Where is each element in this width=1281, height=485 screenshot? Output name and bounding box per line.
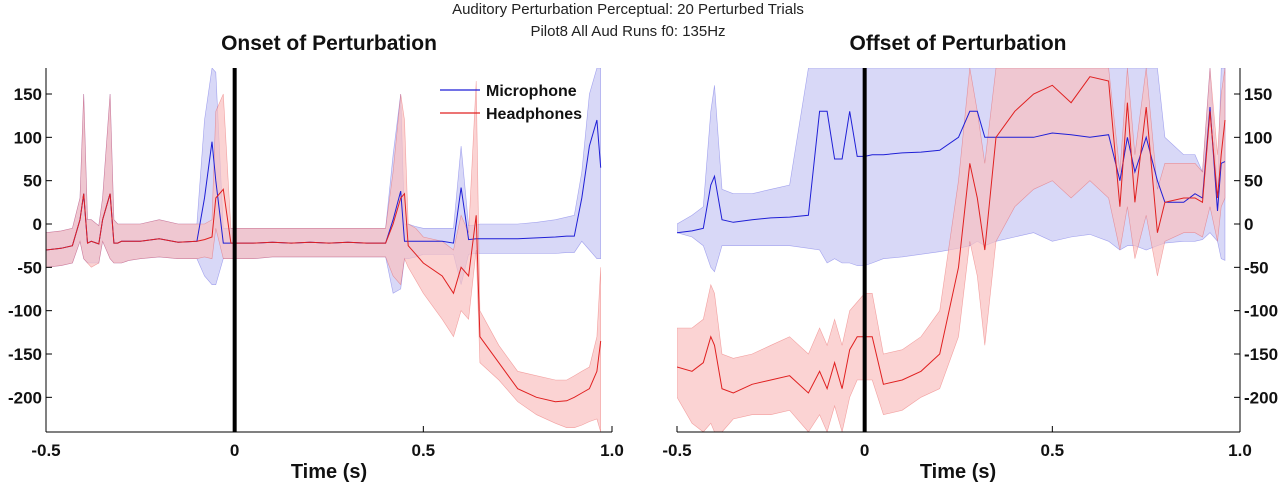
offset-y-tick-label: -100: [1244, 302, 1278, 321]
onset-panel-title: Onset of Perturbation: [221, 32, 437, 55]
offset-y-tick-label: 150: [1244, 85, 1272, 104]
offset-x-tick-label: -0.5: [662, 441, 691, 460]
onset-headphones-line: [46, 188, 602, 403]
onset-y-tick-label: 0: [33, 215, 42, 234]
onset-y-tick-label: -50: [17, 258, 42, 277]
offset-panel: Offset of Perturbation Time (s) -0.5 0 0.5…: [662, 32, 1278, 483]
onset-y-tick-label: -150: [8, 345, 42, 364]
onset-y-tick-label: 50: [23, 172, 42, 191]
offset-x-tick-label: 0: [860, 441, 869, 460]
offset-y-tick-label: -200: [1244, 388, 1278, 407]
offset-microphone-line: [677, 106, 1226, 234]
offset-panel-title: Offset of Perturbation: [849, 32, 1066, 55]
offset-headphones-line: [677, 76, 1226, 394]
offset-y-tick-label: 50: [1244, 172, 1263, 191]
offset-y-tick-label: 100: [1244, 128, 1272, 147]
suptitle-line1: Auditory Perturbation Perceptual: 20 Per…: [452, 1, 804, 18]
onset-headphones-ci-band: [46, 80, 601, 432]
offset-x-axis-label: Time (s): [920, 461, 996, 483]
onset-x-tick-label: 0: [230, 441, 239, 460]
onset-x-tick-label: -0.5: [31, 441, 60, 460]
onset-y-tick-label: -100: [8, 302, 42, 321]
onset-y-tick-label: -200: [8, 388, 42, 407]
offset-y-tick-label: -150: [1244, 345, 1278, 364]
offset-y-tick-label: -50: [1244, 258, 1269, 277]
onset-x-tick-label: 1.0: [600, 441, 624, 460]
onset-x-tick-label: 0.5: [412, 441, 436, 460]
legend-headphones-label: Headphones: [486, 106, 582, 123]
legend-microphone-label: Microphone: [486, 83, 577, 100]
onset-plot-area: -0.5 0 0.5 1.0 150 100 50 0 -50 -100 -150 -200: [8, 68, 624, 460]
suptitle-line2: Pilot8 All Aud Runs f0: 135Hz: [530, 23, 725, 40]
onset-y-tick-label: 150: [14, 85, 42, 104]
onset-y-tick-label: 100: [14, 128, 42, 147]
legend: Microphone Headphones: [440, 83, 582, 123]
offset-y-tick-label: 0: [1244, 215, 1253, 234]
offset-x-tick-label: 0.5: [1041, 441, 1065, 460]
offset-x-tick-label: 1.0: [1228, 441, 1252, 460]
offset-headphones-ci-band: [677, 68, 1226, 432]
onset-x-axis-label: Time (s): [291, 461, 367, 483]
onset-panel: Onset of Perturbation Time (s) -0.5 0 0.5 1…: [8, 32, 624, 483]
offset-plot-area: -0.5 0 0.5 1.0 150 100 50 0 -50 -100 -150 -200: [662, 68, 1278, 460]
